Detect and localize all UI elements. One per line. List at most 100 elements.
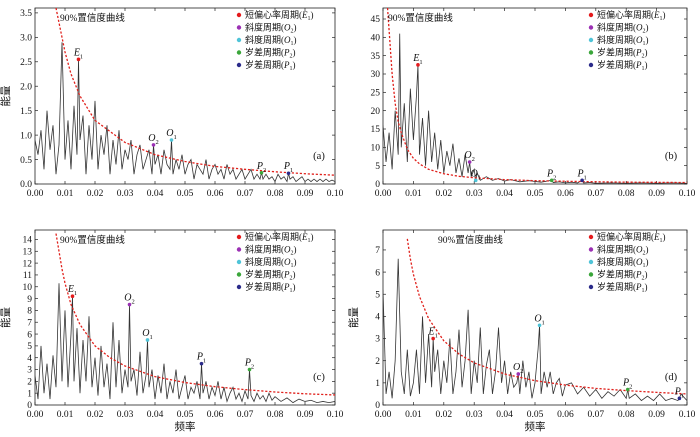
legend: 短偏心率周期(E1)斜度周期(O2)斜度周期(O1)岁差周期(P2)岁差周期(P… [236,231,314,294]
legend-entry: 斜度周期(O2) [597,244,649,257]
x-tick-label: 0.07 [237,189,254,199]
panel-a: 0.00 0.01 0.02 0.03 0.04 0.05 0.06 0.07 0.08 0.09… [0,7,344,199]
x-tick-label: 0.03 [117,410,134,420]
y-tick-label: 2 [27,378,32,388]
confidence-curve-label: 90%置信度曲线 [60,234,125,246]
legend-entry: 短偏心率周期(E1) [597,9,666,22]
legend-marker [236,37,242,43]
x-tick-label: 0.01 [57,410,74,420]
legend-entry: 斜度周期(O1) [597,34,649,47]
y-tick-label: 2.0 [20,82,32,92]
y-tick-label: 2.5 [20,58,32,68]
x-tick-label: 0.10 [679,410,696,420]
y-tick-label: 11 [23,271,32,281]
x-tick-label: 0.01 [405,189,422,199]
x-tick-label: 0.02 [435,189,452,199]
y-tick-label: 8 [27,307,32,317]
x-tick-label: 0.02 [87,410,104,420]
x-tick-label: 0.10 [327,189,344,199]
y-tick-label: 30 [371,70,381,80]
legend-entry: 斜度周期(O1) [245,256,297,269]
peak-label: P2 [622,377,632,390]
y-tick-label: 4 [375,313,380,323]
peak-marker [549,178,554,183]
legend-entry: 岁差周期(P1) [245,59,296,72]
y-tick-label: 10 [23,283,33,293]
y-tick-label: 0 [27,401,32,411]
confidence-curve [55,233,335,396]
y-axis-label: 能量 [347,307,360,328]
legend-entry: 斜度周期(O1) [245,34,297,47]
x-axis-label: 频率 [525,420,546,433]
x-tick-label: 0.01 [405,410,422,420]
peak-marker [625,387,630,392]
peak-label: P2 [244,358,254,371]
legend: 短偏心率周期(E1)斜度周期(O2)斜度周期(O1)岁差周期(P2)岁差周期(P… [588,9,666,72]
legend-marker [236,62,242,68]
legend-entry: 短偏心率周期(E1) [597,231,666,244]
peak-label: E1 [67,284,77,297]
spectrum-line [35,42,335,183]
y-tick-label: 7 [27,318,32,328]
y-tick-label: 25 [371,89,381,99]
x-tick-label: 0.08 [618,410,635,420]
peak-marker [516,372,521,376]
confidence-curve [386,8,687,184]
x-tick-label: 0.00 [27,189,44,199]
x-tick-label: 0.01 [57,189,74,199]
x-tick-label: 0.04 [147,189,164,199]
legend-marker [236,50,242,55]
y-tick-label: 13 [23,247,33,257]
peak-marker [76,57,81,62]
y-tick-label: 40 [371,34,381,44]
y-tick-label: 0.5 [20,156,32,166]
x-tick-label: 0.05 [527,189,544,199]
peak-label: P1 [576,168,586,181]
spectrum-line [35,283,335,404]
y-tick-label: 1.5 [20,107,32,117]
peak-marker [259,170,264,175]
legend-entry: 斜度周期(O1) [597,256,649,269]
x-tick-label: 0.07 [587,189,604,199]
peak-marker [247,367,252,372]
x-tick-label: 0.06 [207,189,224,199]
y-tick-label: 3 [375,335,380,345]
x-tick-label: 0.05 [527,410,544,420]
legend: 短偏心率周期(E1)斜度周期(O2)斜度周期(O1)岁差周期(P2)岁差周期(P… [236,9,314,72]
peak-label: O1 [470,168,480,181]
peak-label: P2 [546,168,556,181]
x-tick-label: 0.04 [496,410,513,420]
y-axis-label: 能量 [0,85,12,106]
legend-marker [236,259,242,265]
peak-marker [169,138,174,142]
legend-marker [236,284,242,290]
legend-marker [588,234,594,240]
legend-entry: 岁差周期(P2) [597,269,648,282]
legend-entry: 短偏心率周期(E1) [245,9,314,22]
legend-entry: 岁差周期(P1) [597,59,648,72]
panel-b: 0.00 0.01 0.02 0.03 0.04 0.05 0.06 0.07 0.08 0.09… [371,7,696,199]
panel-d: 0.00 0.01 0.02 0.03 0.04 0.05 0.06 0.07 0.08 0.09… [347,229,696,433]
peak-marker [537,323,542,328]
legend-marker [588,62,594,68]
panel-label: (d) [665,372,678,383]
y-tick-label: 6 [27,330,32,340]
y-tick-label: 0 [375,180,380,190]
y-tick-label: 3.0 [20,34,32,44]
x-tick-label: 0.10 [327,410,344,420]
x-tick-label: 0.00 [375,410,392,420]
y-tick-label: 1 [375,379,380,389]
panel-label: (c) [313,372,325,383]
peak-marker [145,338,150,342]
peak-marker [286,171,291,176]
legend-marker [588,50,594,55]
y-tick-label: 45 [371,15,381,25]
y-tick-label: 5 [375,162,380,172]
confidence-curve [406,238,687,395]
legend-marker [236,12,242,18]
y-tick-label: 5 [27,342,32,352]
legend: 短偏心率周期(E1)斜度周期(O2)斜度周期(O1)岁差周期(P2)岁差周期(P… [588,231,666,294]
x-tick-label: 0.05 [177,189,194,199]
x-tick-label: 0.10 [679,189,696,199]
